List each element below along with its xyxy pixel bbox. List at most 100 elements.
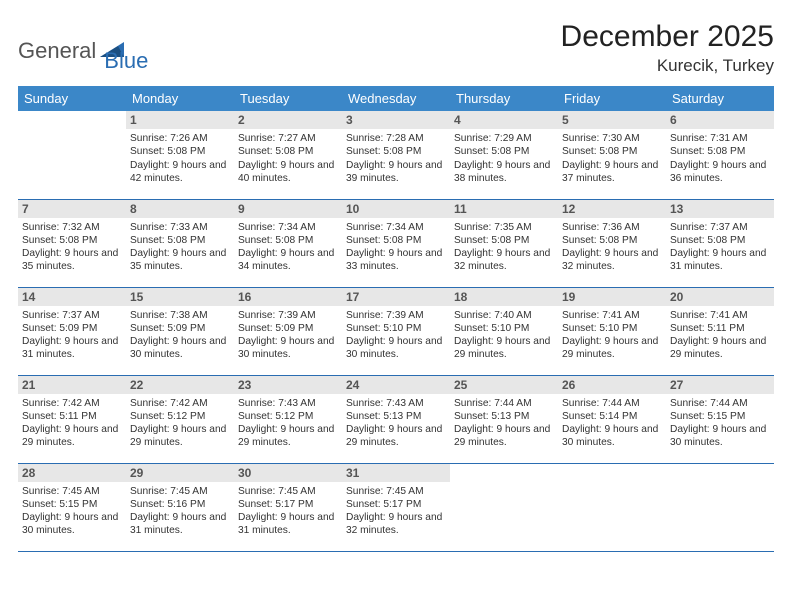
day-info: Sunrise: 7:38 AMSunset: 5:09 PMDaylight:… <box>126 306 234 366</box>
day-header: Thursday <box>450 86 558 111</box>
calendar-cell: 19Sunrise: 7:41 AMSunset: 5:10 PMDayligh… <box>558 287 666 375</box>
calendar-body: 1Sunrise: 7:26 AMSunset: 5:08 PMDaylight… <box>18 111 774 551</box>
day-number: 7 <box>18 200 126 218</box>
day-info: Sunrise: 7:44 AMSunset: 5:14 PMDaylight:… <box>558 394 666 454</box>
calendar-cell: 23Sunrise: 7:43 AMSunset: 5:12 PMDayligh… <box>234 375 342 463</box>
brand-text-blue: Blue <box>104 48 148 74</box>
day-number: 31 <box>342 464 450 482</box>
calendar-cell: 14Sunrise: 7:37 AMSunset: 5:09 PMDayligh… <box>18 287 126 375</box>
day-number: 21 <box>18 376 126 394</box>
day-info: Sunrise: 7:37 AMSunset: 5:08 PMDaylight:… <box>666 218 774 278</box>
day-number: 22 <box>126 376 234 394</box>
title-block: December 2025 Kurecik, Turkey <box>561 20 774 76</box>
calendar-cell: 28Sunrise: 7:45 AMSunset: 5:15 PMDayligh… <box>18 463 126 551</box>
calendar-cell: 10Sunrise: 7:34 AMSunset: 5:08 PMDayligh… <box>342 199 450 287</box>
day-number: 11 <box>450 200 558 218</box>
calendar-cell: 17Sunrise: 7:39 AMSunset: 5:10 PMDayligh… <box>342 287 450 375</box>
day-info: Sunrise: 7:39 AMSunset: 5:09 PMDaylight:… <box>234 306 342 366</box>
calendar-cell: 21Sunrise: 7:42 AMSunset: 5:11 PMDayligh… <box>18 375 126 463</box>
day-number: 2 <box>234 111 342 129</box>
calendar-cell: 15Sunrise: 7:38 AMSunset: 5:09 PMDayligh… <box>126 287 234 375</box>
calendar-cell: 12Sunrise: 7:36 AMSunset: 5:08 PMDayligh… <box>558 199 666 287</box>
day-header: Wednesday <box>342 86 450 111</box>
calendar-week-row: 1Sunrise: 7:26 AMSunset: 5:08 PMDaylight… <box>18 111 774 199</box>
calendar-cell: 11Sunrise: 7:35 AMSunset: 5:08 PMDayligh… <box>450 199 558 287</box>
day-header: Friday <box>558 86 666 111</box>
calendar-cell: 16Sunrise: 7:39 AMSunset: 5:09 PMDayligh… <box>234 287 342 375</box>
day-number: 30 <box>234 464 342 482</box>
day-info: Sunrise: 7:29 AMSunset: 5:08 PMDaylight:… <box>450 129 558 189</box>
day-number: 12 <box>558 200 666 218</box>
calendar-cell: 2Sunrise: 7:27 AMSunset: 5:08 PMDaylight… <box>234 111 342 199</box>
day-info: Sunrise: 7:40 AMSunset: 5:10 PMDaylight:… <box>450 306 558 366</box>
day-info: Sunrise: 7:45 AMSunset: 5:17 PMDaylight:… <box>234 482 342 542</box>
day-info: Sunrise: 7:44 AMSunset: 5:13 PMDaylight:… <box>450 394 558 454</box>
day-number: 17 <box>342 288 450 306</box>
day-info: Sunrise: 7:28 AMSunset: 5:08 PMDaylight:… <box>342 129 450 189</box>
day-number: 8 <box>126 200 234 218</box>
calendar-cell <box>18 111 126 199</box>
day-header: Saturday <box>666 86 774 111</box>
calendar-week-row: 7Sunrise: 7:32 AMSunset: 5:08 PMDaylight… <box>18 199 774 287</box>
calendar-cell: 20Sunrise: 7:41 AMSunset: 5:11 PMDayligh… <box>666 287 774 375</box>
day-header: Sunday <box>18 86 126 111</box>
day-info: Sunrise: 7:30 AMSunset: 5:08 PMDaylight:… <box>558 129 666 189</box>
day-info: Sunrise: 7:44 AMSunset: 5:15 PMDaylight:… <box>666 394 774 454</box>
day-info: Sunrise: 7:33 AMSunset: 5:08 PMDaylight:… <box>126 218 234 278</box>
day-info: Sunrise: 7:35 AMSunset: 5:08 PMDaylight:… <box>450 218 558 278</box>
day-number: 13 <box>666 200 774 218</box>
calendar-week-row: 21Sunrise: 7:42 AMSunset: 5:11 PMDayligh… <box>18 375 774 463</box>
day-number: 14 <box>18 288 126 306</box>
calendar-cell: 22Sunrise: 7:42 AMSunset: 5:12 PMDayligh… <box>126 375 234 463</box>
day-number: 23 <box>234 376 342 394</box>
calendar-cell <box>666 463 774 551</box>
calendar-cell: 5Sunrise: 7:30 AMSunset: 5:08 PMDaylight… <box>558 111 666 199</box>
calendar-cell <box>450 463 558 551</box>
calendar-cell: 24Sunrise: 7:43 AMSunset: 5:13 PMDayligh… <box>342 375 450 463</box>
day-number: 10 <box>342 200 450 218</box>
day-number: 9 <box>234 200 342 218</box>
calendar-cell <box>558 463 666 551</box>
day-number: 6 <box>666 111 774 129</box>
calendar-cell: 6Sunrise: 7:31 AMSunset: 5:08 PMDaylight… <box>666 111 774 199</box>
day-number: 4 <box>450 111 558 129</box>
calendar-cell: 30Sunrise: 7:45 AMSunset: 5:17 PMDayligh… <box>234 463 342 551</box>
day-info: Sunrise: 7:34 AMSunset: 5:08 PMDaylight:… <box>234 218 342 278</box>
day-number: 16 <box>234 288 342 306</box>
day-info: Sunrise: 7:45 AMSunset: 5:15 PMDaylight:… <box>18 482 126 542</box>
day-number: 24 <box>342 376 450 394</box>
day-number: 20 <box>666 288 774 306</box>
day-info: Sunrise: 7:31 AMSunset: 5:08 PMDaylight:… <box>666 129 774 189</box>
day-info: Sunrise: 7:32 AMSunset: 5:08 PMDaylight:… <box>18 218 126 278</box>
day-info: Sunrise: 7:36 AMSunset: 5:08 PMDaylight:… <box>558 218 666 278</box>
calendar-cell: 7Sunrise: 7:32 AMSunset: 5:08 PMDaylight… <box>18 199 126 287</box>
day-info: Sunrise: 7:26 AMSunset: 5:08 PMDaylight:… <box>126 129 234 189</box>
calendar-cell: 3Sunrise: 7:28 AMSunset: 5:08 PMDaylight… <box>342 111 450 199</box>
day-number: 27 <box>666 376 774 394</box>
calendar-week-row: 28Sunrise: 7:45 AMSunset: 5:15 PMDayligh… <box>18 463 774 551</box>
day-number: 1 <box>126 111 234 129</box>
day-info: Sunrise: 7:37 AMSunset: 5:09 PMDaylight:… <box>18 306 126 366</box>
calendar-cell: 1Sunrise: 7:26 AMSunset: 5:08 PMDaylight… <box>126 111 234 199</box>
day-number: 15 <box>126 288 234 306</box>
day-header: Tuesday <box>234 86 342 111</box>
day-number: 3 <box>342 111 450 129</box>
day-info: Sunrise: 7:42 AMSunset: 5:11 PMDaylight:… <box>18 394 126 454</box>
header: General Blue December 2025 Kurecik, Turk… <box>18 20 774 76</box>
day-number: 19 <box>558 288 666 306</box>
calendar-cell: 4Sunrise: 7:29 AMSunset: 5:08 PMDaylight… <box>450 111 558 199</box>
day-info: Sunrise: 7:42 AMSunset: 5:12 PMDaylight:… <box>126 394 234 454</box>
day-info: Sunrise: 7:43 AMSunset: 5:13 PMDaylight:… <box>342 394 450 454</box>
calendar-cell: 31Sunrise: 7:45 AMSunset: 5:17 PMDayligh… <box>342 463 450 551</box>
day-header: Monday <box>126 86 234 111</box>
day-info: Sunrise: 7:27 AMSunset: 5:08 PMDaylight:… <box>234 129 342 189</box>
calendar-cell: 25Sunrise: 7:44 AMSunset: 5:13 PMDayligh… <box>450 375 558 463</box>
day-number: 18 <box>450 288 558 306</box>
day-number: 5 <box>558 111 666 129</box>
calendar-cell: 8Sunrise: 7:33 AMSunset: 5:08 PMDaylight… <box>126 199 234 287</box>
day-number: 28 <box>18 464 126 482</box>
day-info: Sunrise: 7:41 AMSunset: 5:11 PMDaylight:… <box>666 306 774 366</box>
calendar-cell: 13Sunrise: 7:37 AMSunset: 5:08 PMDayligh… <box>666 199 774 287</box>
calendar-week-row: 14Sunrise: 7:37 AMSunset: 5:09 PMDayligh… <box>18 287 774 375</box>
calendar-cell: 9Sunrise: 7:34 AMSunset: 5:08 PMDaylight… <box>234 199 342 287</box>
